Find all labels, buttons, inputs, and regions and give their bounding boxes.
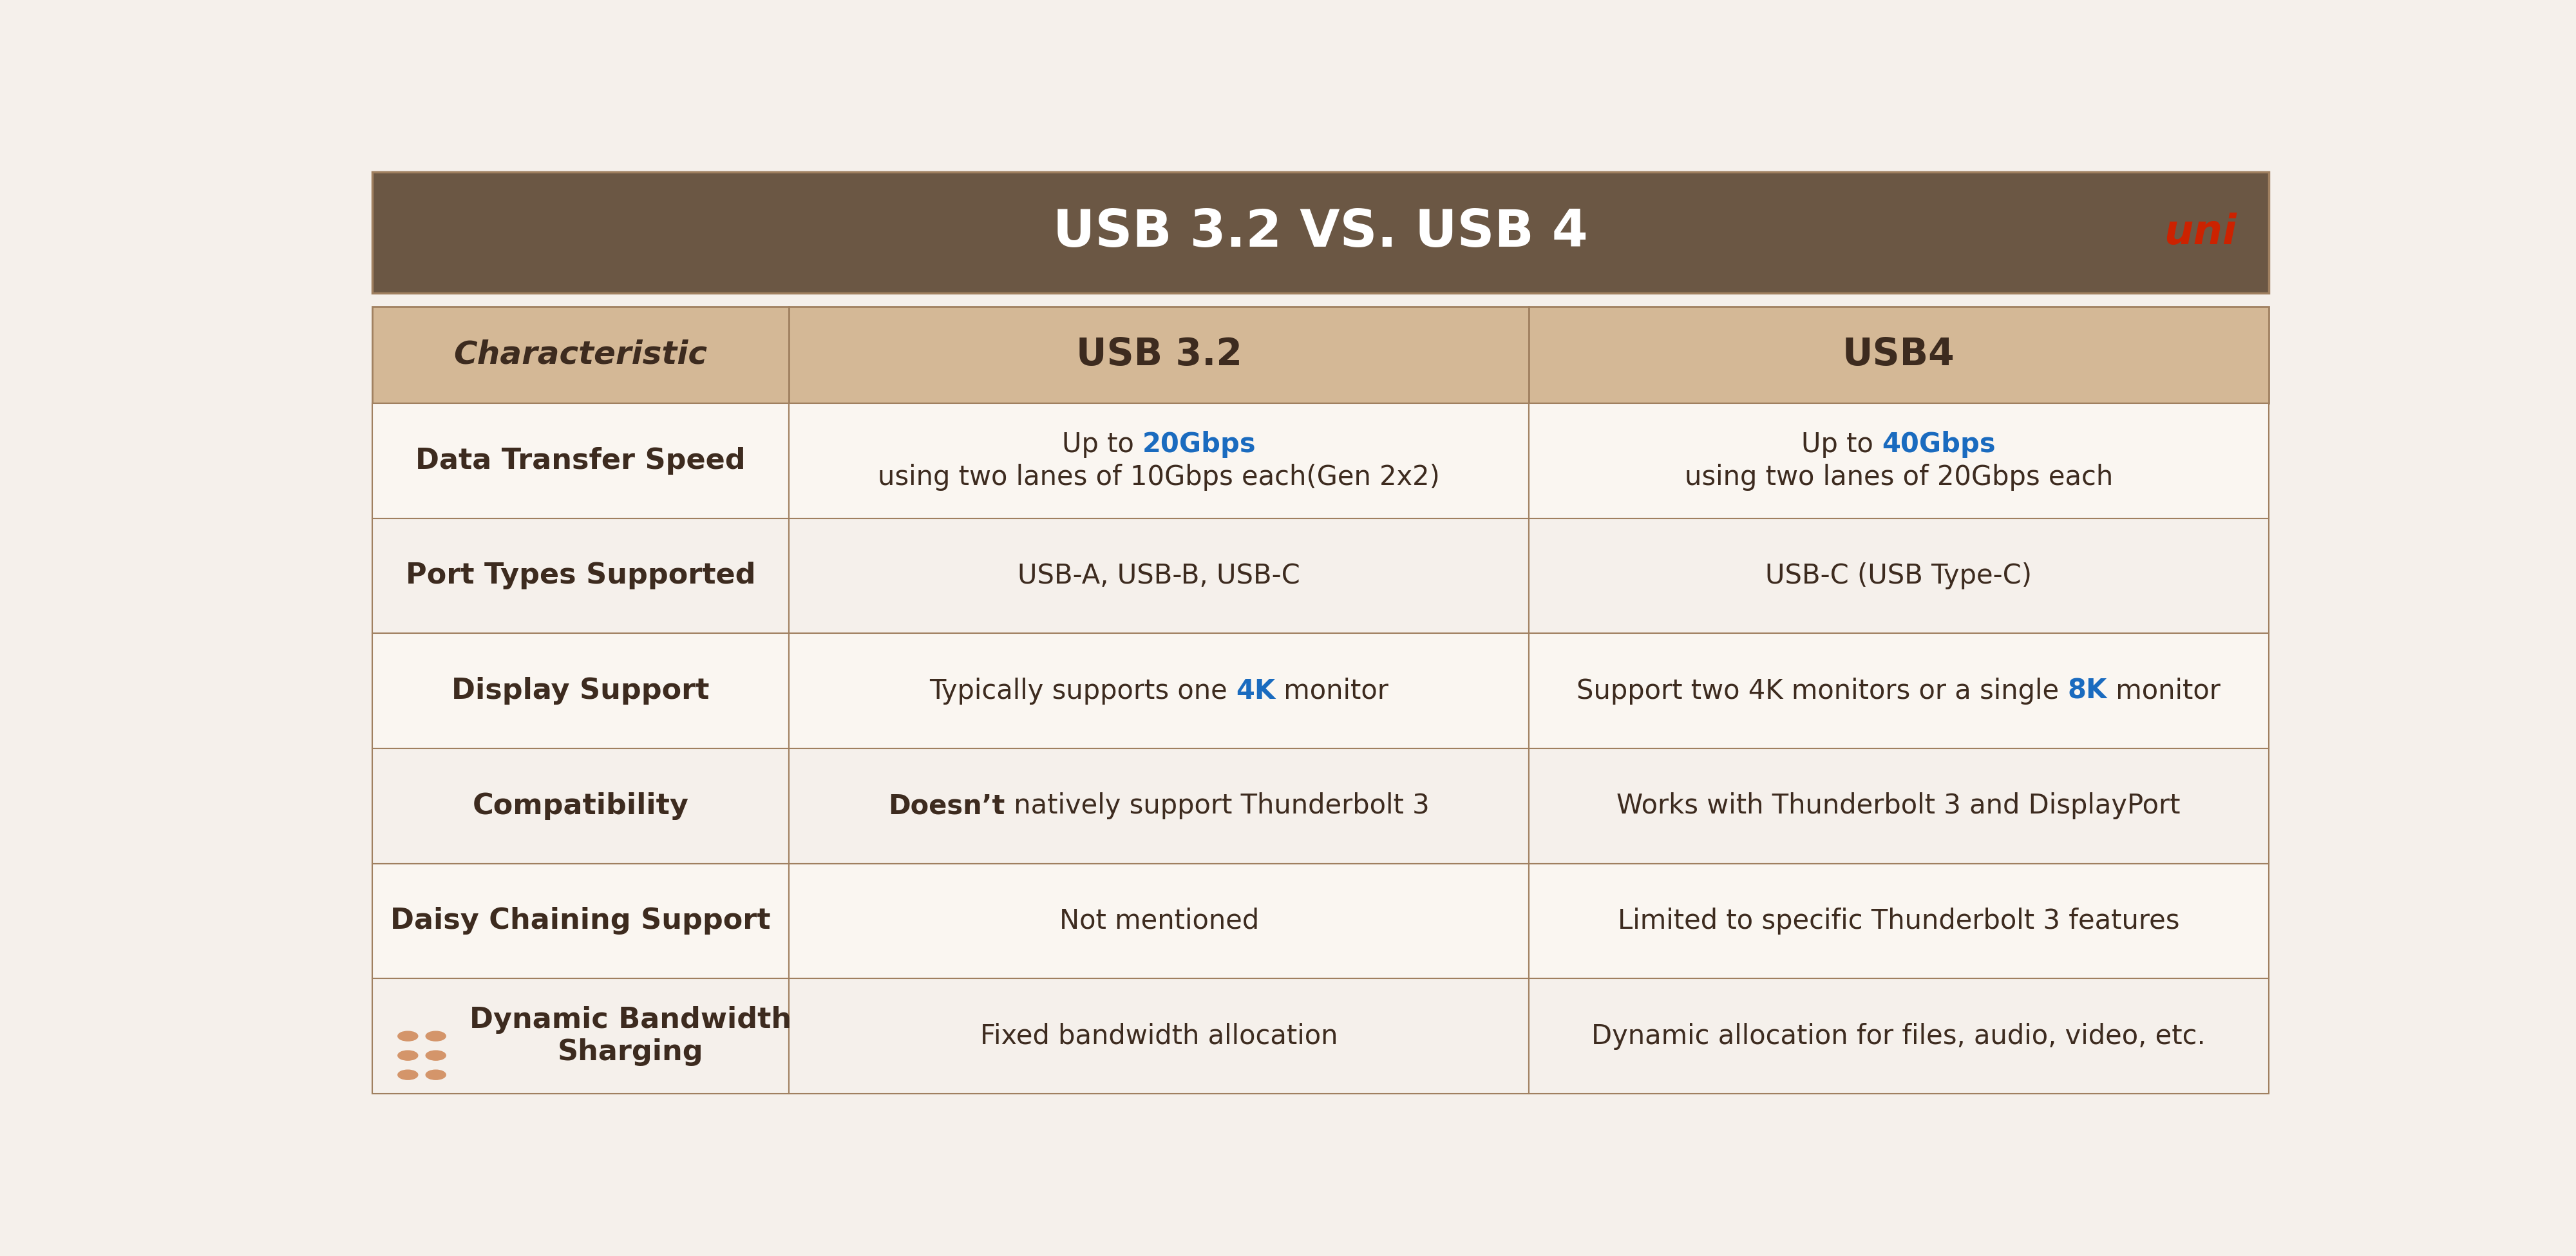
Text: Limited to specific Thunderbolt 3 features: Limited to specific Thunderbolt 3 featur…: [1618, 908, 2179, 934]
FancyBboxPatch shape: [371, 749, 788, 863]
Text: Works with Thunderbolt 3 and DisplayPort: Works with Thunderbolt 3 and DisplayPort: [1618, 793, 2179, 819]
Text: Daisy Chaining Support: Daisy Chaining Support: [392, 907, 770, 934]
Text: using two lanes of 20Gbps each: using two lanes of 20Gbps each: [1685, 463, 2112, 491]
Text: Dynamic Bandwidth
Sharging: Dynamic Bandwidth Sharging: [469, 1006, 791, 1066]
Circle shape: [425, 1070, 446, 1080]
Text: USB-C (USB Type-C): USB-C (USB Type-C): [1765, 563, 2032, 589]
FancyBboxPatch shape: [1528, 978, 2269, 1094]
Text: USB 3.2 VS. USB 4: USB 3.2 VS. USB 4: [1054, 207, 1587, 257]
Circle shape: [425, 1031, 446, 1041]
Circle shape: [397, 1050, 417, 1060]
Text: 4K: 4K: [1236, 677, 1275, 705]
FancyBboxPatch shape: [788, 863, 1528, 978]
FancyBboxPatch shape: [788, 306, 1528, 403]
FancyBboxPatch shape: [371, 863, 788, 978]
Text: Up to: Up to: [1801, 431, 1883, 457]
FancyBboxPatch shape: [371, 172, 2269, 293]
Text: USB 3.2: USB 3.2: [1077, 337, 1242, 373]
FancyBboxPatch shape: [371, 978, 788, 1094]
Text: Characteristic: Characteristic: [453, 339, 708, 371]
Text: Not mentioned: Not mentioned: [1059, 908, 1260, 934]
Text: Support two 4K monitors or a single: Support two 4K monitors or a single: [1577, 677, 2069, 705]
Text: 8K: 8K: [2069, 677, 2107, 705]
FancyBboxPatch shape: [371, 633, 788, 749]
Text: 40Gbps: 40Gbps: [1883, 431, 1996, 457]
Circle shape: [397, 1070, 417, 1080]
Text: Dynamic allocation for files, audio, video, etc.: Dynamic allocation for files, audio, vid…: [1592, 1022, 2205, 1050]
Text: Fixed bandwidth allocation: Fixed bandwidth allocation: [979, 1022, 1337, 1050]
Text: natively support Thunderbolt 3: natively support Thunderbolt 3: [1005, 793, 1430, 819]
FancyBboxPatch shape: [788, 978, 1528, 1094]
FancyBboxPatch shape: [788, 633, 1528, 749]
FancyBboxPatch shape: [1528, 863, 2269, 978]
Text: uni: uni: [2164, 212, 2236, 252]
Text: Typically supports one: Typically supports one: [930, 677, 1236, 705]
FancyBboxPatch shape: [1528, 633, 2269, 749]
Text: Compatibility: Compatibility: [471, 793, 688, 820]
FancyBboxPatch shape: [788, 403, 1528, 519]
Circle shape: [425, 1050, 446, 1060]
FancyBboxPatch shape: [788, 749, 1528, 863]
FancyBboxPatch shape: [1528, 306, 2269, 403]
FancyBboxPatch shape: [1528, 749, 2269, 863]
Text: monitor: monitor: [2107, 677, 2221, 705]
Text: USB4: USB4: [1842, 337, 1955, 373]
Text: Port Types Supported: Port Types Supported: [404, 561, 755, 589]
Text: 20Gbps: 20Gbps: [1141, 431, 1257, 457]
FancyBboxPatch shape: [371, 306, 788, 403]
FancyBboxPatch shape: [788, 519, 1528, 633]
Text: Doesn’t: Doesn’t: [889, 793, 1005, 819]
Text: Up to: Up to: [1061, 431, 1141, 457]
FancyBboxPatch shape: [1528, 519, 2269, 633]
Text: using two lanes of 10Gbps each(Gen 2x2): using two lanes of 10Gbps each(Gen 2x2): [878, 463, 1440, 491]
Text: USB-A, USB-B, USB-C: USB-A, USB-B, USB-C: [1018, 563, 1301, 589]
FancyBboxPatch shape: [371, 519, 788, 633]
Text: Display Support: Display Support: [451, 677, 708, 705]
Circle shape: [397, 1031, 417, 1041]
Text: monitor: monitor: [1275, 677, 1388, 705]
Text: Data Transfer Speed: Data Transfer Speed: [415, 447, 744, 475]
FancyBboxPatch shape: [1528, 403, 2269, 519]
FancyBboxPatch shape: [371, 403, 788, 519]
